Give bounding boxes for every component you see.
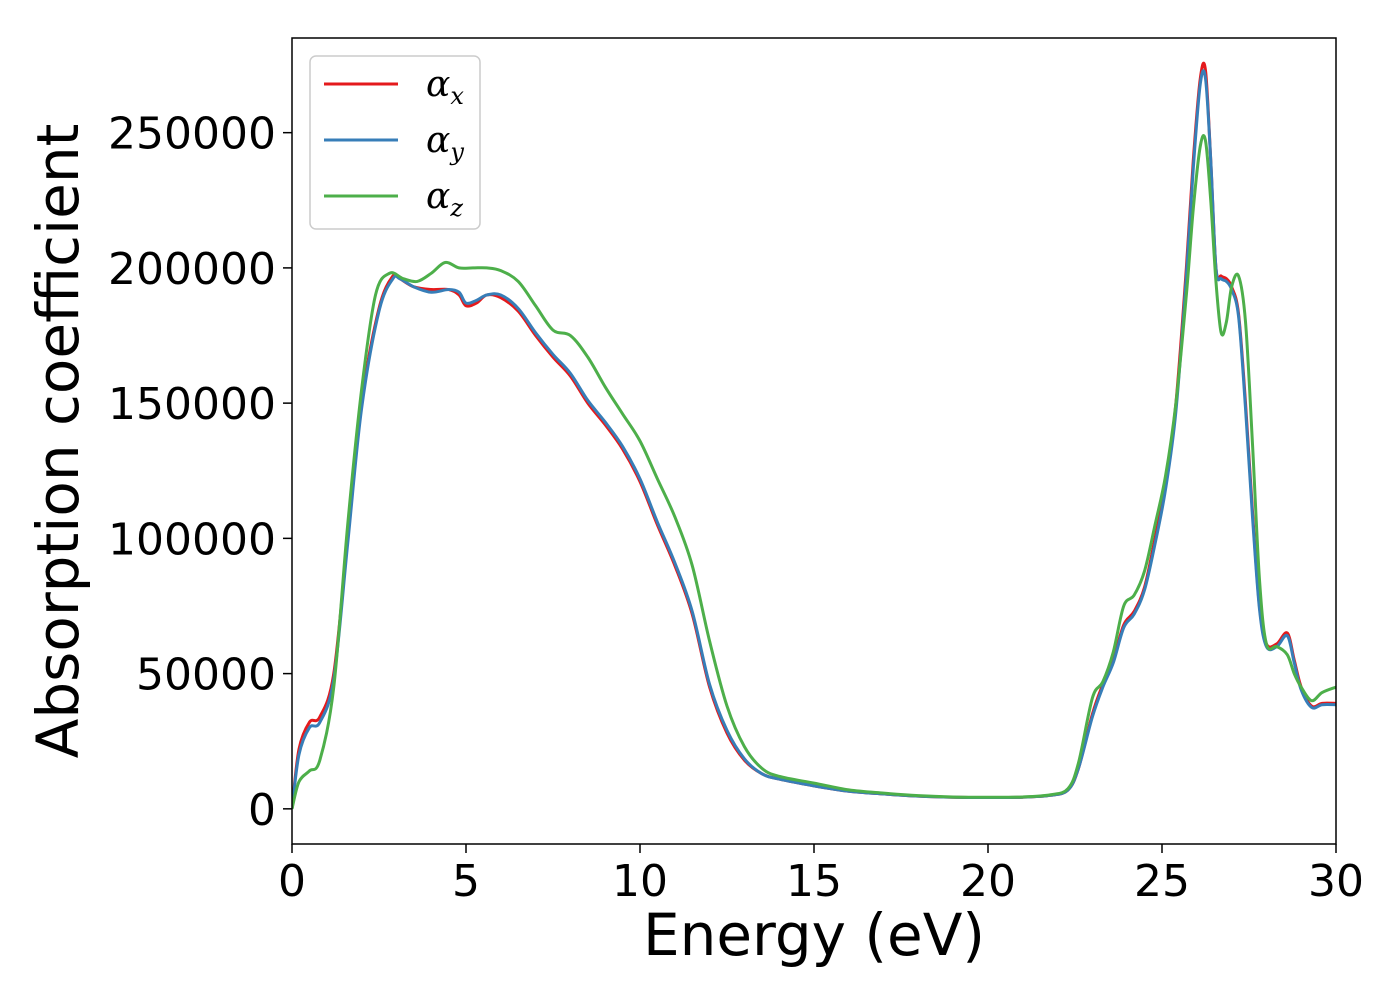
y-tick-label: 150000: [108, 379, 276, 430]
x-tick-label: 15: [786, 856, 842, 907]
x-tick-label: 10: [612, 856, 668, 907]
x-tick-label: 0: [278, 856, 306, 907]
legend-label-x: αx: [426, 64, 464, 110]
legend-label-z: αz: [426, 176, 463, 222]
legend: αx αy αz: [309, 55, 481, 230]
x-axis-ticks: 0 5 10 15 20 25 30: [278, 844, 1364, 907]
y-tick-label: 100000: [108, 514, 276, 565]
y-tick-label: 200000: [108, 244, 276, 295]
legend-label-y: αy: [426, 120, 464, 166]
x-axis-title: Energy (eV): [643, 901, 985, 969]
x-tick-label: 30: [1308, 856, 1364, 907]
y-axis-ticks: 0 50000 100000 150000 200000 250000: [108, 109, 292, 836]
x-tick-label: 25: [1134, 856, 1190, 907]
y-tick-label: 250000: [108, 109, 276, 160]
x-tick-label: 5: [452, 856, 480, 907]
series-layer: [292, 61, 1336, 810]
y-axis-title: Absorption coefficient: [24, 124, 92, 759]
y-tick-label: 50000: [136, 650, 276, 701]
y-tick-label: 0: [248, 785, 276, 836]
x-tick-label: 20: [960, 856, 1016, 907]
legend-box: [309, 55, 481, 230]
series-line-z: [292, 134, 1336, 810]
